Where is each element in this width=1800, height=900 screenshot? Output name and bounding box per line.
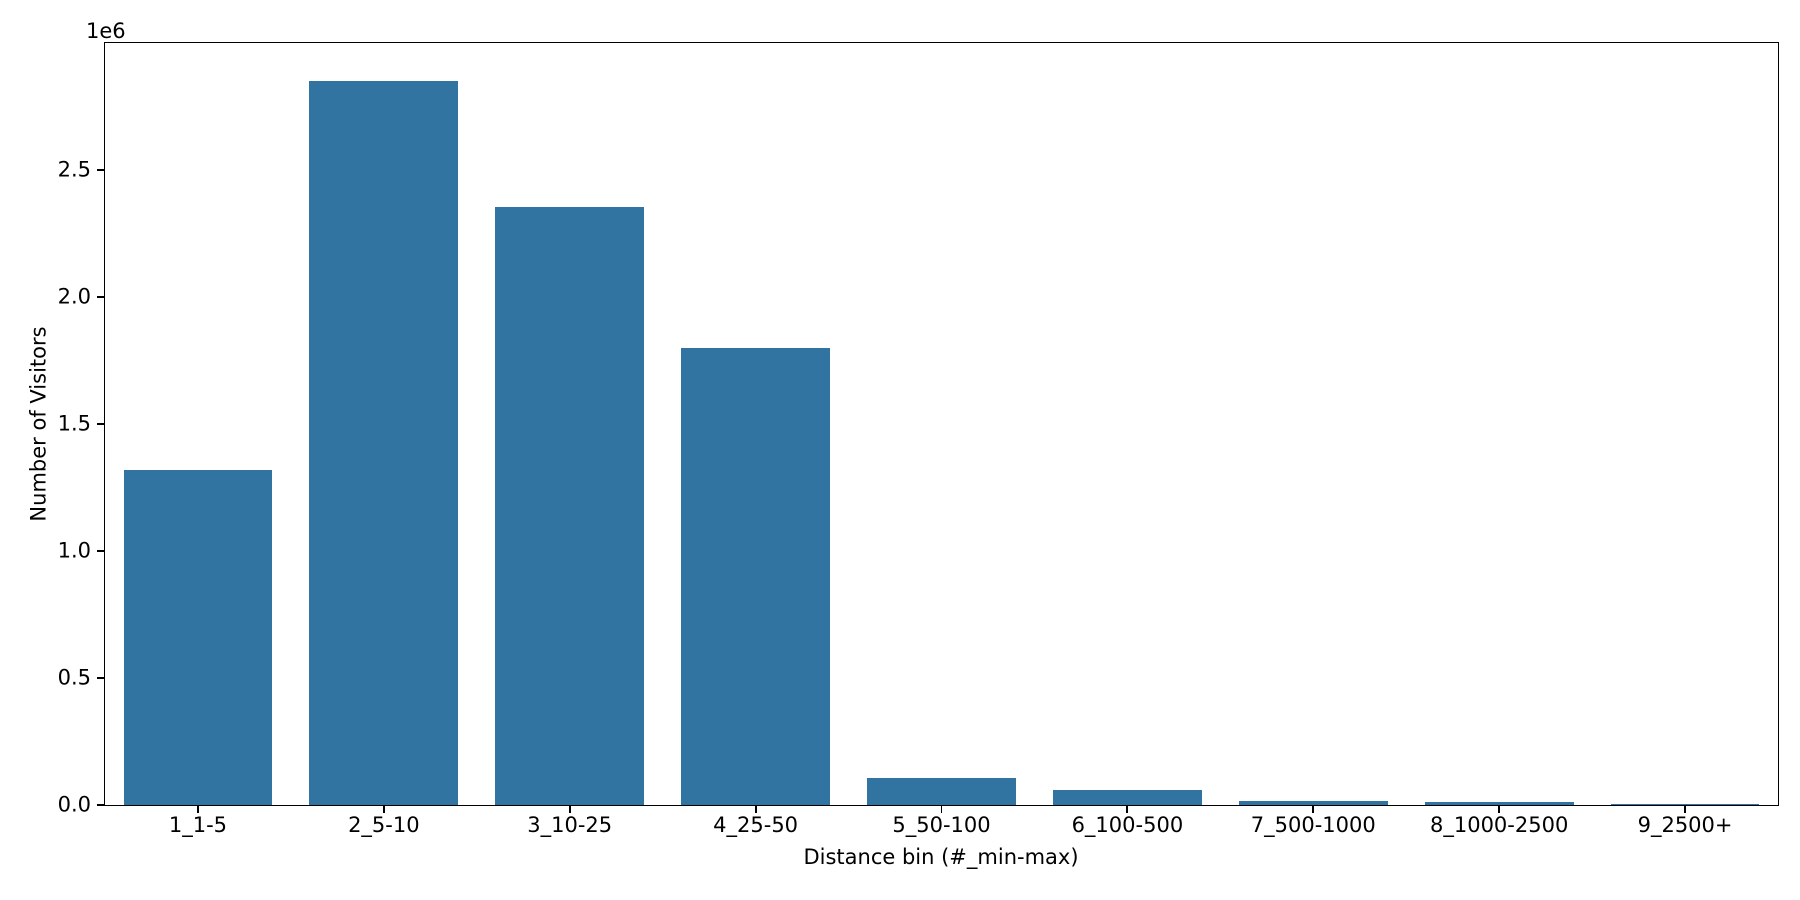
x-tick-label: 6_100-500 xyxy=(1071,813,1184,837)
y-tick-label: 1.5 xyxy=(57,411,91,436)
y-tick-mark xyxy=(97,169,104,171)
bar-2_5-10 xyxy=(309,81,459,805)
bar-6_100-500 xyxy=(1053,790,1202,805)
x-tick-mark xyxy=(1312,806,1315,813)
x-tick-label: 7_500-1000 xyxy=(1250,813,1376,837)
x-tick-label: 1_1-5 xyxy=(168,813,228,837)
bar-9_2500+ xyxy=(1610,804,1760,805)
y-tick-mark xyxy=(97,296,104,298)
x-tick-mark xyxy=(940,806,943,813)
x-tick-label: 9_2500+ xyxy=(1637,813,1733,837)
x-tick-label: 4_25-50 xyxy=(713,813,799,837)
x-tick-mark xyxy=(754,806,757,813)
bar-7_500-1000 xyxy=(1238,800,1388,805)
x-tick-label: 8_1000-2500 xyxy=(1429,813,1569,837)
y-tick-label: 0.0 xyxy=(57,792,91,817)
y-axis-label: Number of Visitors xyxy=(26,326,51,522)
bar-3_10-25 xyxy=(495,206,645,805)
x-tick-mark xyxy=(1498,806,1501,813)
x-tick-mark xyxy=(1126,806,1129,813)
x-tick-mark xyxy=(197,806,199,813)
bar-1_1-5 xyxy=(123,469,273,805)
bar-8_1000-2500 xyxy=(1424,802,1574,805)
x-tick-label: 2_5-10 xyxy=(348,813,420,837)
x-tick-label: 3_10-25 xyxy=(527,813,613,837)
y-tick-mark xyxy=(97,550,104,552)
y-tick-label: 0.5 xyxy=(57,665,91,690)
bar-4_25-50 xyxy=(681,347,830,805)
x-tick-label: 5_50-100 xyxy=(892,813,991,837)
y-tick-mark xyxy=(97,804,104,806)
x-tick-mark xyxy=(1684,806,1686,813)
y-tick-mark xyxy=(97,677,104,679)
x-axis-label: Distance bin (#_min-max) xyxy=(803,845,1079,869)
y-tick-mark xyxy=(97,423,104,425)
y-axis-offset-text: 1e6 xyxy=(86,19,126,43)
x-tick-mark xyxy=(568,806,571,813)
y-tick-label: 2.0 xyxy=(57,284,91,309)
y-tick-label: 2.5 xyxy=(57,157,91,182)
y-tick-label: 1.0 xyxy=(57,538,91,563)
bar-5_50-100 xyxy=(867,778,1016,805)
x-tick-mark xyxy=(382,806,385,813)
